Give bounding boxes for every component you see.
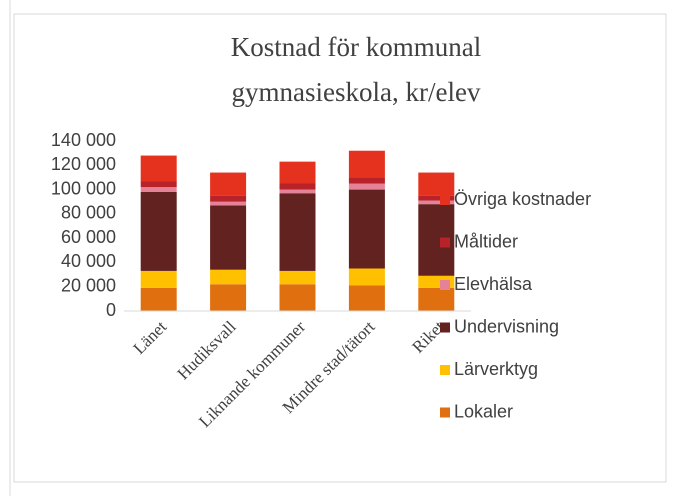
legend-label: Lokaler: [454, 401, 513, 421]
legend-swatch: [440, 322, 450, 333]
y-tick-label: 80 000: [61, 203, 116, 223]
bar-segment: [140, 187, 177, 192]
bar-segment: [210, 269, 247, 285]
y-tick-label: 0: [106, 300, 116, 320]
bar-segment: [348, 189, 385, 269]
legend-swatch: [440, 407, 450, 418]
bar-segment: [418, 195, 455, 201]
bar-segment: [210, 205, 247, 270]
legend-label: Lärverktyg: [454, 359, 538, 379]
bar-segment: [140, 287, 177, 311]
bar-segment: [279, 183, 316, 190]
bar-segment: [140, 192, 177, 271]
legend-swatch: [440, 280, 450, 290]
bar-segment: [418, 287, 455, 311]
y-tick-label: 40 000: [61, 251, 116, 271]
y-tick-label: 20 000: [61, 275, 116, 295]
bar-segment: [418, 172, 455, 196]
legend-label: Övriga kostnader: [454, 189, 591, 209]
legend-swatch: [440, 195, 450, 205]
bar-segment: [348, 183, 385, 190]
bar-segment: [348, 285, 385, 311]
legend-swatch: [440, 365, 450, 375]
y-tick-label: 120 000: [51, 154, 116, 174]
bar-segment: [210, 284, 247, 311]
bar-segment: [418, 200, 455, 205]
bar-segment: [140, 181, 177, 188]
y-tick-label: 100 000: [51, 178, 116, 198]
bar-segment: [140, 270, 177, 288]
legend-label: Måltider: [454, 231, 518, 251]
bar-segment: [348, 150, 385, 178]
bar-segment: [348, 177, 385, 184]
bar-segment: [279, 270, 316, 285]
legend-label: Elevhälsa: [454, 274, 533, 294]
chart-title: gymnasieskola, kr/elev: [232, 77, 481, 107]
chart-title: Kostnad för kommunal: [231, 32, 481, 62]
y-tick-label: 60 000: [61, 227, 116, 247]
bar-segment: [140, 155, 177, 182]
y-tick-label: 140 000: [51, 130, 116, 150]
legend-swatch: [440, 237, 450, 248]
bar-segment: [210, 172, 247, 196]
bar-segment: [279, 193, 316, 271]
bar-segment: [279, 161, 316, 184]
bar-segment: [210, 201, 247, 206]
bar-segment: [210, 195, 247, 202]
bar-segment: [279, 189, 316, 194]
chart-area: [13, 13, 667, 483]
legend-label: Undervisning: [454, 316, 559, 336]
bar-segment: [279, 284, 316, 311]
bar-segment: [348, 268, 385, 286]
